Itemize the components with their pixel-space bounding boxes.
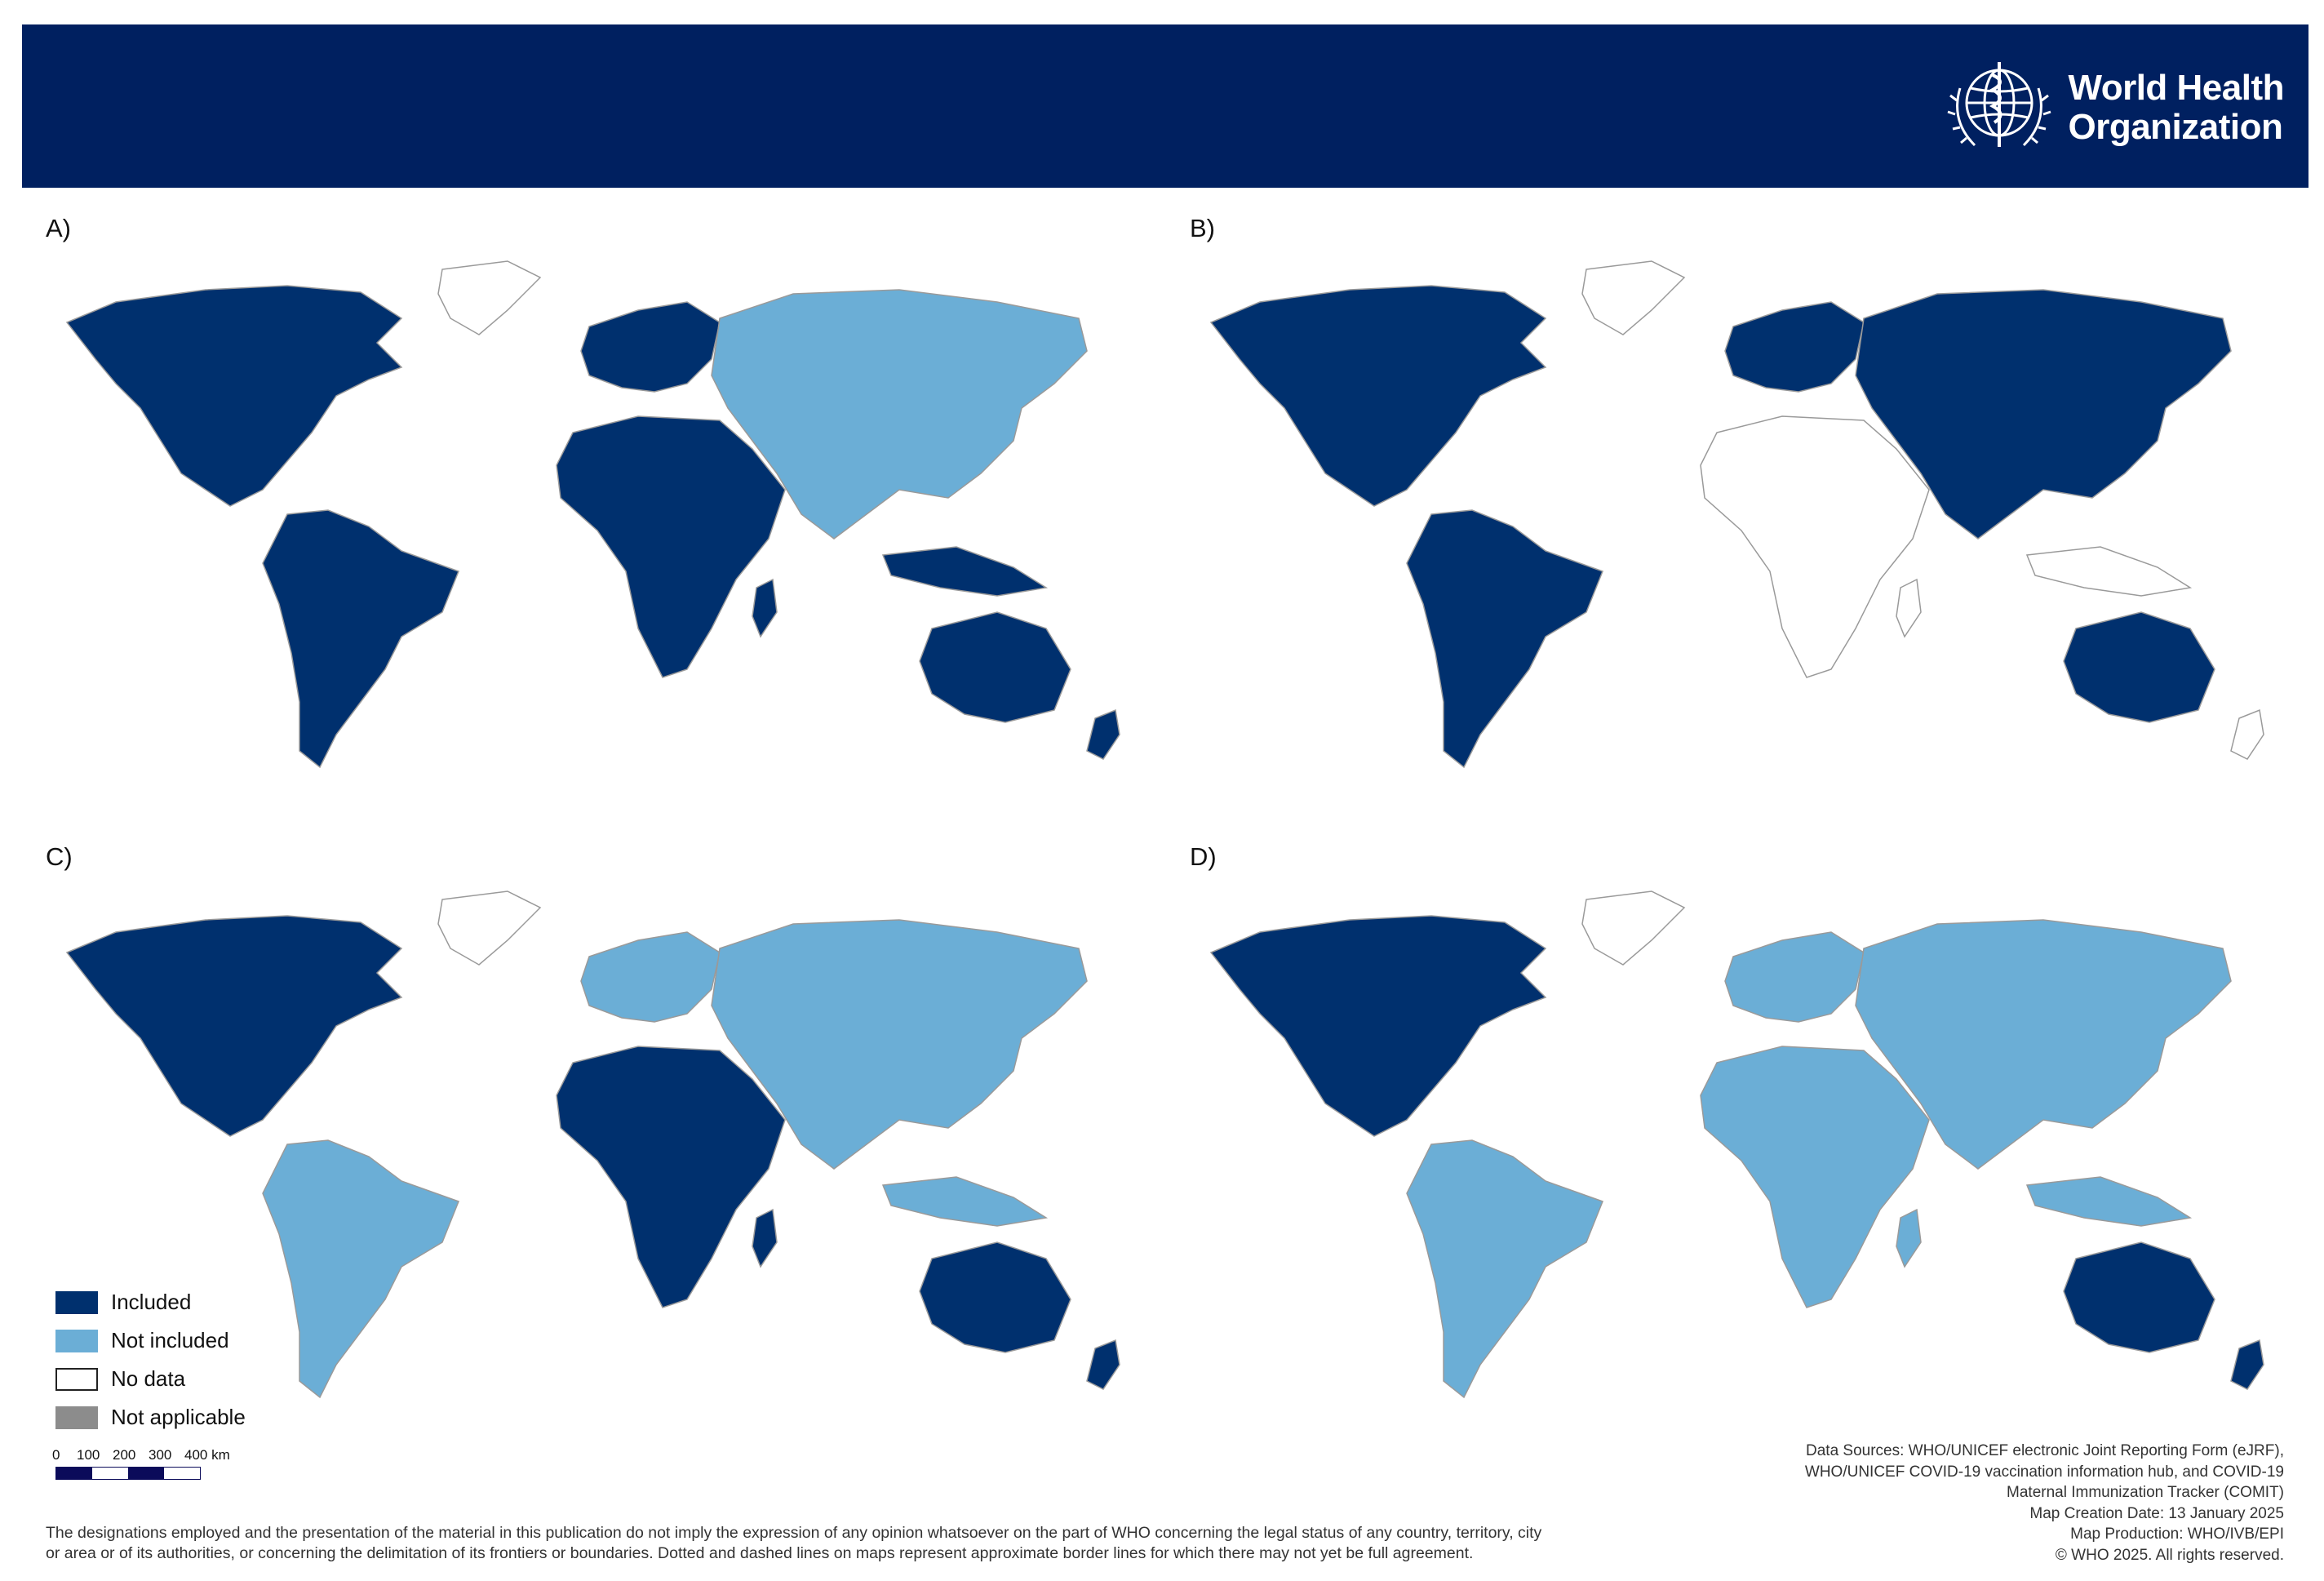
region-greenland (1581, 890, 1686, 966)
legend-label: No data (111, 1366, 186, 1391)
world-map-icon (1209, 890, 2264, 1399)
panel-label-a: A) (46, 214, 71, 242)
map-panel-c (18, 875, 1160, 1438)
scale-tick: 200 (113, 1447, 136, 1463)
who-logo: World Health Organization (1942, 56, 2284, 160)
sources-line: Map Production: WHO/IVB/EPI (2070, 1525, 2284, 1543)
region-south-america (1406, 1139, 1603, 1399)
header-banner: World Health Organization (22, 24, 2308, 188)
region-australia (919, 1241, 1071, 1353)
who-emblem-icon (1947, 62, 2051, 147)
disclaimer: The designations employed and the presen… (46, 1523, 1743, 1564)
disclaimer-line: The designations employed and the presen… (46, 1524, 1542, 1542)
map-panel-d (1162, 875, 2304, 1438)
legend-item-no-data: No data (55, 1360, 246, 1398)
map-panel-b (1162, 245, 2304, 808)
region-madagascar (752, 1208, 778, 1268)
region-se-asia-islands (881, 546, 1049, 597)
logo-line-1: World Health (2068, 68, 2284, 108)
disclaimer-line: or area or of its authorities, or concer… (46, 1544, 1474, 1562)
region-greenland (437, 890, 542, 966)
legend-item-included: Included (55, 1283, 246, 1321)
world-map-icon (65, 260, 1120, 769)
scale-tick: 100 (77, 1447, 100, 1463)
region-africa (1700, 1046, 1930, 1308)
scale-tick: 300 (149, 1447, 172, 1463)
legend-label: Not applicable (111, 1405, 246, 1429)
data-sources: Data Sources: WHO/UNICEF electronic Join… (1664, 1441, 2284, 1565)
region-africa (1700, 415, 1930, 678)
sources-line: Data Sources: WHO/UNICEF electronic Join… (1806, 1442, 2284, 1459)
region-north-america (1209, 915, 1547, 1137)
region-asia (711, 919, 1088, 1170)
legend-swatch-not-included (55, 1329, 98, 1352)
region-madagascar (752, 578, 778, 638)
region-madagascar (1896, 1208, 1922, 1268)
region-asia (1855, 289, 2232, 540)
legend-item-not-applicable: Not applicable (55, 1398, 246, 1437)
region-south-america (262, 1139, 459, 1399)
region-asia (711, 289, 1088, 540)
sources-line: Maternal Immunization Tracker (COMIT) (2007, 1484, 2284, 1501)
region-new-zealand (1086, 708, 1120, 760)
legend-item-not-included: Not included (55, 1321, 246, 1360)
region-europe (1724, 301, 1865, 393)
legend-label: Included (111, 1290, 192, 1314)
who-wordmark: World Health Organization (2068, 69, 2284, 147)
scale-labels: 0 100 200 300 400 km (52, 1447, 264, 1467)
region-se-asia-islands (2025, 1176, 2193, 1227)
sources-line: © WHO 2025. All rights reserved. (2055, 1546, 2284, 1564)
region-asia (1855, 919, 2232, 1170)
region-africa (556, 1046, 786, 1308)
region-africa (556, 415, 786, 678)
region-europe (580, 931, 721, 1023)
region-north-america (1209, 285, 1547, 507)
region-new-zealand (2230, 1339, 2264, 1390)
sources-line: Map Creation Date: 13 January 2025 (2029, 1504, 2284, 1522)
legend-label: Not included (111, 1328, 229, 1352)
panel-label-d: D) (1190, 842, 1217, 871)
scale-tick: 400 km (184, 1447, 230, 1463)
region-new-zealand (2230, 708, 2264, 760)
legend-swatch-included (55, 1290, 98, 1314)
sources-line: WHO/UNICEF COVID-19 vaccination informat… (1804, 1463, 2284, 1481)
region-se-asia-islands (881, 1176, 1049, 1227)
region-australia (919, 611, 1071, 723)
world-map-icon (1209, 260, 2264, 769)
region-south-america (262, 509, 459, 769)
region-south-america (1406, 509, 1603, 769)
region-new-zealand (1086, 1339, 1120, 1390)
legend: Included Not included No data Not applic… (55, 1283, 246, 1437)
region-greenland (1581, 260, 1686, 335)
region-europe (1724, 931, 1865, 1023)
panel-label-c: C) (46, 842, 73, 871)
region-australia (2063, 611, 2215, 723)
legend-swatch-no-data (55, 1367, 98, 1391)
scale-tick: 0 (52, 1447, 60, 1463)
region-north-america (65, 285, 403, 507)
region-greenland (437, 260, 542, 335)
region-madagascar (1896, 578, 1922, 638)
region-north-america (65, 915, 403, 1137)
legend-swatch-not-applicable (55, 1406, 98, 1429)
scale-bar: 0 100 200 300 400 km (52, 1447, 264, 1480)
world-map-icon (65, 890, 1120, 1399)
region-europe (580, 301, 721, 393)
region-australia (2063, 1241, 2215, 1353)
logo-line-2: Organization (2068, 107, 2283, 147)
panel-label-b: B) (1190, 214, 1215, 242)
region-se-asia-islands (2025, 546, 2193, 597)
scale-bar-segments (55, 1467, 201, 1480)
map-panel-a (18, 245, 1160, 808)
